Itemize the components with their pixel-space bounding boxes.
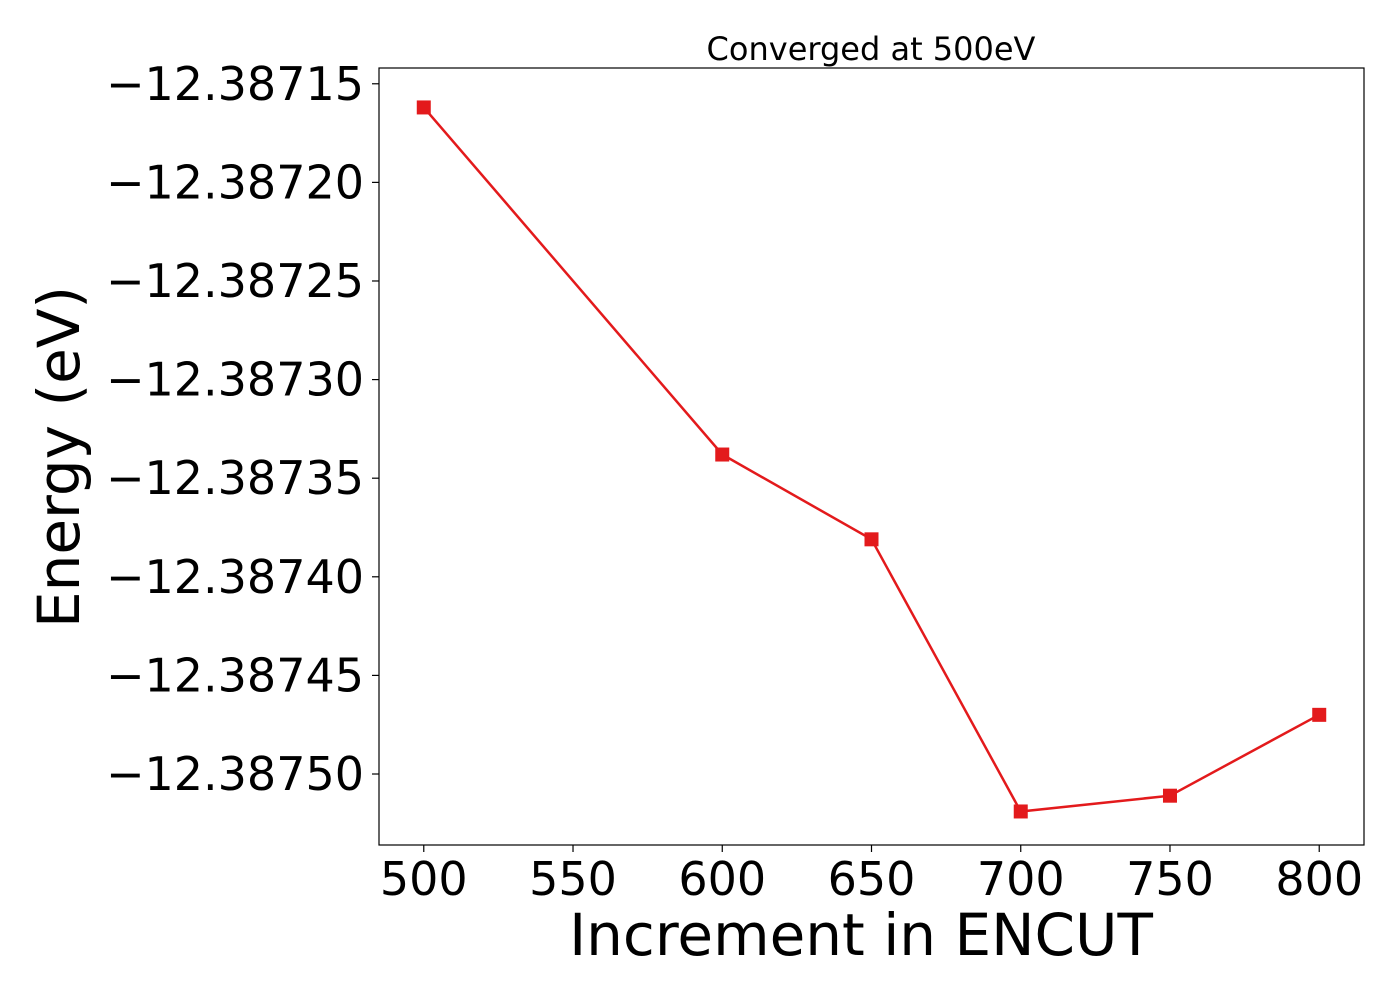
chart-title: Converged at 500eV xyxy=(707,30,1036,68)
y-tick-label: −12.38735 xyxy=(106,451,364,505)
y-tick-label: −12.38750 xyxy=(106,747,364,801)
y-axis-ticks: −12.38715 −12.38720 −12.38725 −12.38730 −12.… xyxy=(106,57,379,801)
data-point-marker xyxy=(864,532,879,547)
y-tick-label: −12.38730 xyxy=(106,353,364,407)
y-axis-label: Energy (eV) xyxy=(25,286,93,628)
x-tick-label: 550 xyxy=(529,852,617,906)
x-tick-label: 650 xyxy=(828,852,916,906)
data-point-marker xyxy=(1312,707,1327,722)
x-axis-label: Increment in ENCUT xyxy=(569,901,1153,969)
series-line xyxy=(422,106,1320,813)
x-tick-label: 500 xyxy=(380,852,468,906)
data-point-marker xyxy=(1162,788,1177,803)
plot-area xyxy=(416,100,1327,819)
data-point-marker xyxy=(715,447,730,462)
data-point-marker xyxy=(416,100,431,115)
x-axis-ticks: 500 550 600 650 700 750 800 xyxy=(380,845,1363,906)
y-tick-label: −12.38715 xyxy=(106,57,364,111)
x-tick-label: 600 xyxy=(678,852,766,906)
y-tick-label: −12.38725 xyxy=(106,254,364,308)
y-tick-label: −12.38720 xyxy=(106,155,364,209)
y-tick-label: −12.38740 xyxy=(106,550,364,604)
x-tick-label: 800 xyxy=(1275,852,1363,906)
x-tick-label: 750 xyxy=(1126,852,1214,906)
y-tick-label: −12.38745 xyxy=(106,648,364,702)
data-point-marker xyxy=(1013,804,1028,819)
x-tick-label: 700 xyxy=(977,852,1065,906)
series-markers xyxy=(416,100,1327,819)
plot-frame xyxy=(378,67,1365,846)
